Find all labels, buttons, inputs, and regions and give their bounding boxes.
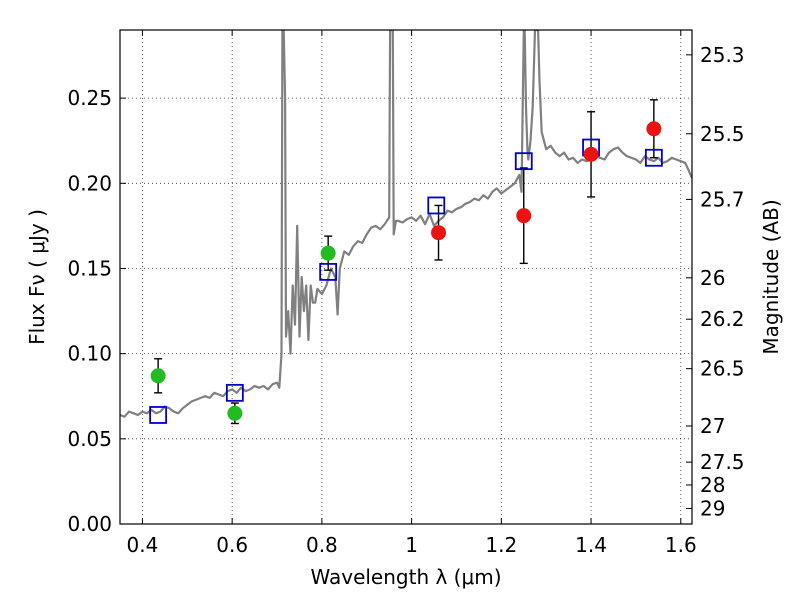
y-tick-label: 0.25 (67, 86, 112, 110)
model-square-marker (644, 148, 663, 167)
markers (149, 121, 663, 424)
model-square-marker (225, 383, 244, 402)
y2-tick-label: 25.5 (700, 122, 745, 146)
x-tick-label: 0.6 (216, 533, 248, 557)
y2-tick-label: 28 (700, 473, 725, 497)
y2-tick-label: 27.5 (700, 450, 745, 474)
model-square-marker (514, 152, 533, 171)
model-square-marker (427, 196, 446, 215)
spectrum-line-group (120, 30, 692, 418)
model-square-marker (149, 406, 168, 424)
ticks: 0.4 0.6 0.8 1 1.2 1.4 1.6 0.00 0.05 0.10 0.15 0.20 0… (67, 30, 745, 557)
observed-point-marker (150, 368, 166, 384)
y-axis-title: Flux Fν ( μJy ) (25, 209, 49, 345)
spectrum-line (120, 30, 692, 418)
x-tick-label: 1.6 (665, 533, 697, 557)
x-tick-label: 1.4 (575, 533, 607, 557)
y2-tick-label: 26.2 (700, 307, 745, 331)
plot-frame (119, 29, 693, 525)
y2-tick-label: 25.3 (700, 43, 745, 67)
y2-tick-label: 26.5 (700, 357, 745, 381)
grid (120, 30, 692, 525)
y-tick-label: 0.20 (67, 171, 112, 195)
model-square-marker (319, 262, 338, 281)
observed-point-marker (320, 245, 336, 261)
y2-tick-label: 25.7 (700, 187, 745, 211)
observed-point-marker (227, 405, 243, 421)
x-tick-label: 1 (405, 533, 418, 557)
x-tick-label: 0.4 (127, 533, 159, 557)
y2-tick-label: 27 (700, 414, 725, 438)
observed-point-marker (646, 121, 662, 137)
y2-axis-title: Magnitude (AB) (759, 199, 783, 354)
observed-point-marker (431, 225, 447, 241)
y-tick-label: 0.05 (67, 427, 112, 451)
observed-point-marker (516, 208, 532, 224)
x-tick-label: 0.8 (306, 533, 338, 557)
y2-tick-label: 26 (700, 266, 725, 290)
y-tick-label: 0.15 (67, 256, 112, 280)
y-tick-label: 0.00 (67, 512, 112, 536)
x-axis-title: Wavelength λ (μm) (310, 565, 501, 589)
y-tick-label: 0.10 (67, 342, 112, 366)
x-tick-label: 1.2 (485, 533, 517, 557)
y2-tick-label: 29 (700, 496, 725, 520)
observed-point-marker (583, 146, 599, 162)
